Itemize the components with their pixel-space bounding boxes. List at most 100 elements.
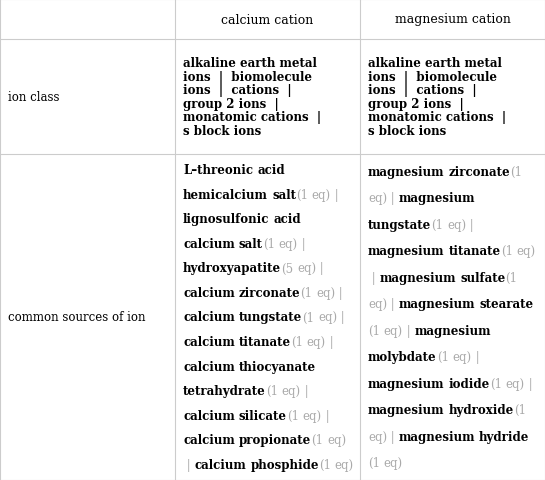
Text: titanate: titanate [239,336,291,348]
Text: |: | [368,271,379,284]
Text: eq): eq) [335,457,354,470]
Text: eq): eq) [316,287,335,300]
Text: molybdate: molybdate [368,350,437,363]
Text: eq): eq) [302,408,322,421]
Text: alkaline earth metal: alkaline earth metal [368,57,502,70]
Text: |: | [337,311,348,324]
Text: calcium: calcium [183,287,235,300]
Text: s block ions: s block ions [368,124,446,137]
Text: magnesium cation: magnesium cation [395,13,511,26]
Text: calcium: calcium [183,336,235,348]
Text: eq): eq) [312,189,331,202]
Text: (1: (1 [319,457,331,470]
Text: |: | [316,262,328,275]
Text: |: | [387,298,398,311]
Text: (1: (1 [437,350,449,363]
Text: |: | [525,377,536,390]
Text: group 2 ions  |: group 2 ions | [368,97,464,110]
Text: (1: (1 [311,433,323,446]
Text: sulfate: sulfate [460,271,505,284]
Text: (1: (1 [514,403,526,416]
Text: |: | [335,287,347,300]
Text: (1: (1 [296,189,308,202]
Text: eq): eq) [282,384,301,397]
Text: monatomic cations  |: monatomic cations | [368,111,506,124]
Text: ion class: ion class [8,91,59,104]
Text: hemicalcium: hemicalcium [183,189,268,202]
Text: tungstate: tungstate [239,311,302,324]
Text: eq): eq) [384,456,403,469]
Text: (1: (1 [368,456,380,469]
Text: hydroxide: hydroxide [449,403,514,416]
Text: |: | [331,189,342,202]
Text: alkaline earth metal: alkaline earth metal [183,57,317,70]
Text: magnesium: magnesium [398,192,475,205]
Text: magnesium: magnesium [398,430,475,443]
Text: zirconate: zirconate [239,287,300,300]
Text: (5: (5 [281,262,293,275]
Text: propionate: propionate [239,433,311,446]
Text: eq): eq) [384,324,403,337]
Text: (1: (1 [291,336,303,348]
Text: |: | [466,218,477,231]
Text: calcium: calcium [183,311,235,324]
Text: common sources of ion: common sources of ion [8,311,146,324]
Text: |: | [471,350,483,363]
Text: magnesium: magnesium [379,271,456,284]
Text: eq): eq) [307,336,326,348]
Text: calcium: calcium [195,457,246,470]
Text: (1: (1 [266,384,278,397]
Text: calcium: calcium [183,433,235,446]
Text: (1: (1 [302,311,314,324]
Text: eq): eq) [506,377,525,390]
Text: (1: (1 [510,166,522,179]
Text: silicate: silicate [239,408,287,421]
Text: magnesium: magnesium [414,324,490,337]
Text: salt: salt [239,238,263,251]
Text: ions  |  biomolecule: ions | biomolecule [183,71,312,84]
Text: acid: acid [257,164,284,177]
Text: eq): eq) [278,238,298,251]
Text: magnesium: magnesium [368,166,445,179]
Text: |: | [301,384,312,397]
Text: (1: (1 [431,218,443,231]
Text: group 2 ions  |: group 2 ions | [183,97,278,110]
Text: calcium cation: calcium cation [221,13,313,26]
Text: titanate: titanate [449,245,501,258]
Text: s block ions: s block ions [183,124,261,137]
Text: |: | [322,408,333,421]
Text: eq): eq) [368,430,387,443]
Text: lignosulfonic: lignosulfonic [183,213,269,226]
Text: hydride: hydride [479,430,530,443]
Text: tungstate: tungstate [368,218,431,231]
Text: magnesium: magnesium [368,245,445,258]
Text: (1: (1 [263,238,275,251]
Text: eq): eq) [297,262,316,275]
Text: phosphide: phosphide [250,457,319,470]
Text: thiocyanate: thiocyanate [239,360,316,373]
Text: (1: (1 [501,245,513,258]
Text: (1: (1 [505,271,517,284]
Text: (1: (1 [300,287,312,300]
Text: eq): eq) [447,218,466,231]
Text: |: | [183,457,195,470]
Text: calcium: calcium [183,408,235,421]
Text: |: | [326,336,337,348]
Text: tetrahydrate: tetrahydrate [183,384,266,397]
Text: ions  |  cations  |: ions | cations | [183,84,292,97]
Text: |: | [403,324,414,337]
Text: stearate: stearate [479,298,533,311]
Text: eq): eq) [517,245,536,258]
Text: eq): eq) [452,350,471,363]
Text: eq): eq) [368,298,387,311]
Text: magnesium: magnesium [368,377,445,390]
Text: L–threonic: L–threonic [183,164,253,177]
Text: (1: (1 [368,324,380,337]
Text: (1: (1 [490,377,502,390]
Text: |: | [387,430,398,443]
Text: acid: acid [274,213,301,226]
Text: monatomic cations  |: monatomic cations | [183,111,321,124]
Text: zirconate: zirconate [449,166,510,179]
Text: calcium: calcium [183,238,235,251]
Text: eq): eq) [368,192,387,205]
